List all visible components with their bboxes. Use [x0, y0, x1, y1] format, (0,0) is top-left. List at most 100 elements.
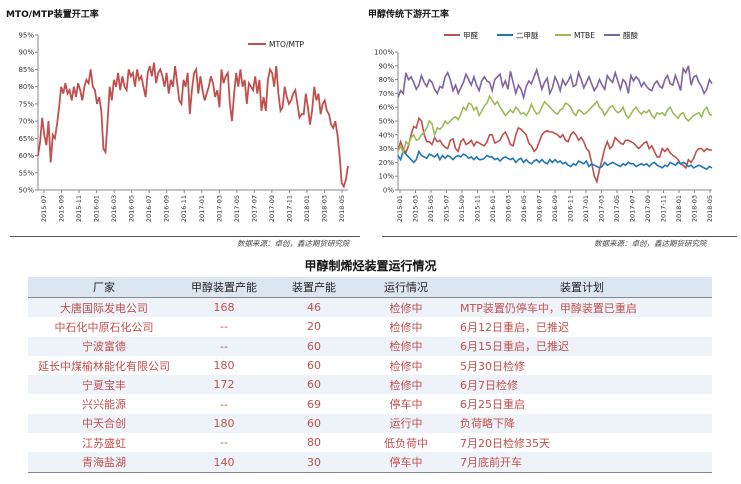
- legend-label-1: 二甲醚: [516, 30, 539, 40]
- y-tick-label: 90%: [378, 62, 394, 70]
- cell-company: 大唐国际发电公司: [28, 297, 180, 318]
- cell-status: 停车中: [360, 452, 452, 473]
- left-chart-divider: [10, 236, 360, 237]
- y-tick-label: 70%: [18, 118, 34, 126]
- y-tick-label: 85%: [18, 66, 34, 74]
- x-tick-label: 2018-03: [320, 195, 328, 222]
- cell-company: 兴兴能源: [82, 398, 126, 412]
- right-chart-divider: [382, 236, 737, 237]
- table-row: 兴兴能源 -- 69 停车中 6月25日重启: [28, 394, 712, 413]
- cell-status: 低负荷中: [384, 436, 428, 450]
- x-tick-label: 2015-05: [427, 195, 435, 222]
- cell-company: 延长中煤榆林能化有限公司: [38, 359, 170, 373]
- x-tick-label: 2015-09: [458, 195, 466, 222]
- x-tick-label: 2016-07: [145, 195, 153, 222]
- x-tick-label: 2018-03: [691, 195, 699, 222]
- x-tick-label: 2015-11: [474, 195, 482, 222]
- x-tick-label: 2016-01: [489, 195, 497, 222]
- cell-plan: MTP装置仍停车中，甲醇装置已重启: [452, 297, 712, 318]
- cell-company: 宁夏宝丰: [28, 375, 180, 395]
- y-tick-label: 100%: [374, 49, 394, 57]
- y-tick-label: 80%: [378, 76, 394, 84]
- table-row: 宁波富德 -- 60 检修中 6月15日重启，已推迟: [28, 336, 712, 356]
- x-tick-label: 2015-01: [396, 195, 404, 222]
- cell-status: 检修中: [389, 320, 423, 334]
- x-tick-label: 2018-05: [338, 195, 346, 222]
- cell-methanol-capacity: 180: [180, 413, 268, 434]
- x-tick-label: 2015-03: [412, 195, 420, 222]
- table-row: 中石化中原石化公司 -- 20 检修中 6月12日重启，已推迟: [28, 317, 712, 336]
- legend-label-2: MTBE: [574, 31, 595, 40]
- cell-unit-capacity: 20: [307, 320, 321, 334]
- table-row: 延长中煤榆林能化有限公司 180 60 检修中 5月30日检修: [28, 356, 712, 375]
- x-tick-label: 2017-09: [268, 195, 276, 222]
- cell-company: 宁波富德: [28, 336, 180, 356]
- x-tick-label: 2017-03: [215, 195, 223, 222]
- x-tick-label: 2015-07: [40, 195, 48, 222]
- y-tick-label: 40%: [378, 131, 394, 139]
- x-tick-label: 2016-09: [163, 195, 171, 222]
- table-header-row: 厂家 甲醇装置产能 装置产能 运行情况 装置计划: [28, 277, 712, 298]
- cell-unit-capacity: 69: [307, 397, 321, 411]
- series-line-MTBE: [397, 94, 713, 156]
- y-tick-label: 10%: [378, 173, 394, 181]
- x-tick-label: 2017-01: [198, 195, 206, 222]
- header-status: 运行情况: [360, 277, 452, 298]
- series-line-甲醛: [397, 116, 712, 185]
- x-tick-label: 2017-11: [660, 195, 668, 222]
- x-tick-label: 2018-01: [675, 195, 683, 222]
- table-row: 大唐国际发电公司 168 46 检修中 MTP装置仍停车中，甲醇装置已重启: [28, 297, 712, 318]
- x-tick-label: 2016-03: [110, 195, 118, 222]
- header-unit-capacity: 装置产能: [268, 277, 360, 298]
- y-tick-label: 60%: [18, 152, 34, 160]
- y-tick-label: 30%: [378, 145, 394, 153]
- x-tick-label: 2017-11: [285, 195, 293, 222]
- x-tick-label: 2016-09: [551, 195, 559, 222]
- x-tick-label: 2016-01: [93, 195, 101, 222]
- y-tick-label: 20%: [378, 159, 394, 167]
- x-tick-label: 2017-01: [582, 195, 590, 222]
- x-tick-label: 2016-11: [567, 195, 575, 222]
- y-tick-label: 55%: [18, 169, 34, 177]
- cell-status: 运行中: [360, 413, 452, 434]
- x-tick-label: 2017-09: [644, 195, 652, 222]
- x-tick-label: 2015-11: [75, 195, 83, 222]
- cell-company: 中天合创: [28, 413, 180, 434]
- x-tick-label: 2016-05: [520, 195, 528, 222]
- legend-label-mto-mtp: MTO/MTP: [269, 40, 305, 49]
- x-tick-label: 2017-03: [598, 195, 606, 222]
- cell-methanol-capacity: --: [220, 436, 228, 450]
- right-chart-source: 数据来源：卓创，鑫达期货研究院: [594, 239, 707, 248]
- y-tick-label: 50%: [18, 187, 34, 195]
- cell-status: 停车中: [389, 398, 423, 412]
- cell-plan: 6月12日重启，已推迟: [460, 320, 569, 334]
- mto-mtp-chart-panel: MTO/MTP装置开工率 50% 55% 60% 65% 70% 75% 80% 85% 90%…: [0, 0, 360, 250]
- cell-company: 中石化中原石化公司: [54, 320, 154, 334]
- downstream-line-chart: 0% 10% 20% 30% 40% 50% 60% 70% 80% 90% 100% 2015-01…: [374, 30, 714, 222]
- cell-unit-capacity: 60: [268, 336, 360, 356]
- cell-plan: 7月底前开车: [452, 452, 712, 473]
- x-tick-label: 2015-07: [443, 195, 451, 222]
- cell-plan: 6月25日重启: [460, 398, 525, 412]
- cell-unit-capacity: 60: [268, 413, 360, 434]
- cell-methanol-capacity: 180: [213, 359, 235, 373]
- table-row: 青海盐湖 140 30 停车中 7月底前开车: [28, 452, 712, 473]
- y-tick-label: 60%: [378, 104, 394, 112]
- downstream-chart-panel: 甲醇传统下游开工率 0% 10% 20% 30% 40% 50% 60% 70% 80% 90% 1…: [360, 0, 741, 250]
- cell-methanol-capacity: 168: [180, 297, 268, 318]
- cell-methanol-capacity: --: [220, 397, 228, 411]
- plant-status-table: 厂家 甲醇装置产能 装置产能 运行情况 装置计划 大唐国际发电公司 168 46…: [28, 277, 712, 473]
- right-chart-title: 甲醇传统下游开工率: [368, 10, 450, 20]
- cell-methanol-capacity: --: [220, 320, 228, 334]
- cell-unit-capacity: 60: [268, 375, 360, 395]
- y-tick-label: 75%: [18, 100, 34, 108]
- y-tick-label: 70%: [378, 90, 394, 98]
- cell-status: 检修中: [360, 336, 452, 356]
- cell-plan: 负荷略下降: [452, 413, 712, 434]
- cell-methanol-capacity: 172: [180, 375, 268, 395]
- x-tick-label: 2016-03: [505, 195, 513, 222]
- left-chart-title: MTO/MTP装置开工率: [6, 10, 99, 20]
- series-line-二甲醚: [397, 149, 713, 171]
- cell-status: 检修中: [360, 297, 452, 318]
- x-tick-label: 2015-09: [58, 195, 66, 222]
